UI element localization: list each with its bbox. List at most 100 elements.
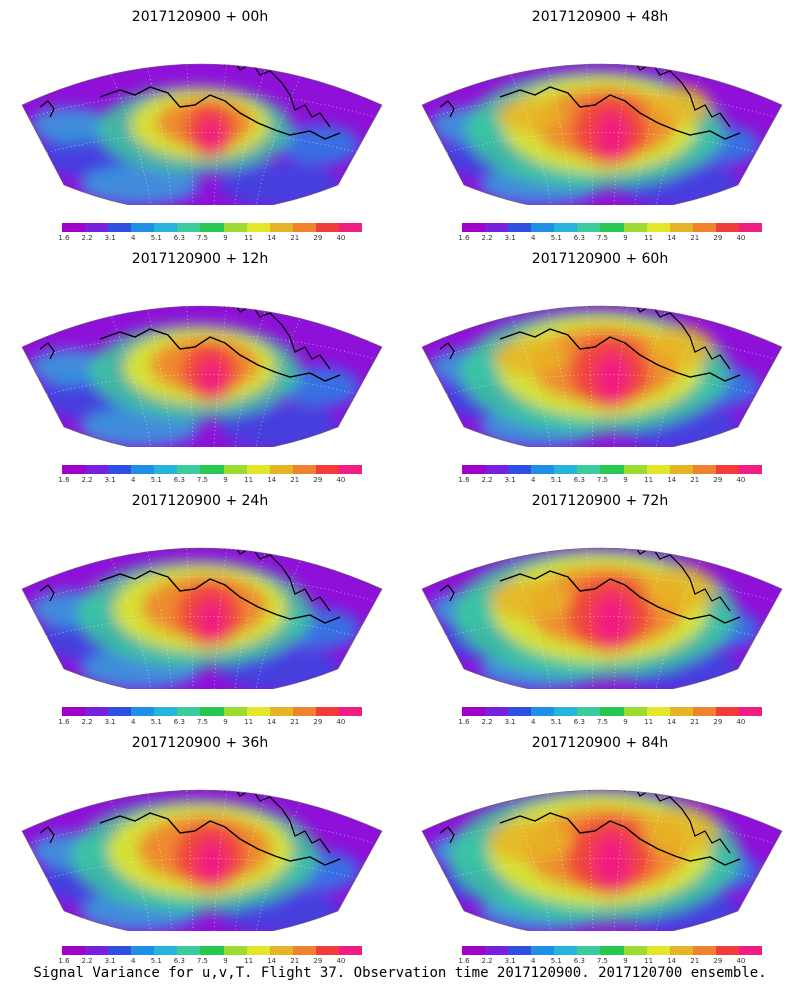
colorbar-swatch — [177, 707, 201, 716]
colorbar-swatch — [85, 223, 109, 232]
map-panel-72h — [421, 547, 783, 689]
colorbar-24h — [62, 707, 363, 716]
colorbar-swatch — [554, 223, 578, 232]
panel-title-12h: 2017120900 + 12h — [131, 251, 269, 267]
colorbar-label: 40 — [336, 957, 346, 965]
colorbar-swatch — [223, 465, 247, 474]
colorbar-labels-36h: 1.6 2.2 3.1 4 5.1 6.3 7.5 9 11 14 21 29 40 — [58, 957, 362, 966]
colorbar-label: 40 — [336, 718, 346, 726]
colorbar-swatch — [531, 707, 555, 716]
coastline — [439, 548, 741, 624]
colorbar-label: 1.6 — [58, 718, 70, 726]
colorbar-labels-12h: 1.6 2.2 3.1 4 5.1 6.3 7.5 9 11 14 21 29 40 — [58, 476, 362, 485]
colorbar-72h — [462, 707, 763, 716]
colorbar-swatch — [108, 707, 132, 716]
colorbar-swatch — [292, 707, 316, 716]
colorbar-swatch — [485, 707, 509, 716]
colorbar-label: 14 — [267, 476, 277, 484]
colorbar-swatch — [669, 707, 693, 716]
colorbar-swatch — [246, 223, 270, 232]
map-panel-48h — [421, 63, 783, 205]
colorbar-label: 40 — [736, 476, 746, 484]
colorbar-swatch — [200, 465, 224, 474]
coastline — [39, 64, 341, 140]
colorbar-label: 21 — [290, 476, 300, 484]
colorbar-swatch — [600, 465, 624, 474]
colorbar-swatch — [554, 707, 578, 716]
colorbar-swatch — [108, 465, 132, 474]
colorbar-label: 6.3 — [173, 957, 185, 965]
colorbar-swatch — [485, 223, 509, 232]
colorbar-swatch — [269, 223, 293, 232]
colorbar-swatch — [485, 946, 509, 955]
colorbar-label: 1.6 — [458, 234, 470, 242]
signal-field — [22, 306, 382, 447]
panel-title-48h: 2017120900 + 48h — [531, 9, 669, 25]
colorbar-swatch — [315, 223, 339, 232]
colorbar-label: 14 — [667, 718, 677, 726]
colorbar-label: 40 — [736, 234, 746, 242]
colorbar-swatch — [131, 946, 155, 955]
colorbar-swatch — [646, 223, 670, 232]
colorbar-swatch — [508, 465, 532, 474]
colorbar-label: 6.3 — [573, 476, 585, 484]
colorbar-label: 4 — [130, 476, 136, 484]
colorbar-swatch — [462, 946, 486, 955]
colorbar-swatch — [62, 946, 86, 955]
colorbar-swatch — [85, 707, 109, 716]
colorbar-label: 29 — [313, 234, 323, 242]
colorbar-swatch — [554, 946, 578, 955]
colorbar-labels-60h: 1.6 2.2 3.1 4 5.1 6.3 7.5 9 11 14 21 29 40 — [458, 476, 762, 485]
map-panel-60h — [421, 305, 783, 447]
colorbar-label: 2.2 — [481, 234, 493, 242]
colorbar-label: 40 — [736, 718, 746, 726]
colorbar-swatch — [715, 465, 739, 474]
colorbar-swatch — [577, 223, 601, 232]
domain-outline — [421, 547, 783, 689]
colorbar-swatch — [646, 946, 670, 955]
colorbar-label: 6.3 — [173, 718, 185, 726]
colorbar-swatch — [108, 946, 132, 955]
signal-field — [422, 306, 782, 447]
domain-outline — [21, 547, 383, 689]
colorbar-label: 21 — [690, 234, 700, 242]
colorbar-label: 11 — [644, 234, 654, 242]
colorbar-label: 2.2 — [81, 234, 93, 242]
colorbar-label: 2.2 — [81, 718, 93, 726]
colorbar-label: 7.5 — [596, 234, 609, 242]
colorbar-label: 1.6 — [458, 718, 470, 726]
colorbar-label: 29 — [313, 476, 323, 484]
colorbar-swatch — [131, 465, 155, 474]
colorbar-label: 4 — [130, 718, 136, 726]
colorbar-label: 4 — [530, 476, 536, 484]
colorbar-labels-24h: 1.6 2.2 3.1 4 5.1 6.3 7.5 9 11 14 21 29 40 — [58, 718, 362, 727]
colorbar-label: 4 — [130, 957, 136, 965]
colorbar-label: 14 — [667, 476, 677, 484]
colorbar-label: 3.1 — [104, 476, 116, 484]
colorbar-swatch — [623, 946, 647, 955]
colorbar-label: 5.1 — [150, 718, 162, 726]
colorbar-00h — [62, 223, 363, 232]
colorbar-swatch — [223, 946, 247, 955]
colorbar-swatch — [577, 946, 601, 955]
colorbar-label: 5.1 — [550, 234, 562, 242]
colorbar-swatch — [200, 946, 224, 955]
domain-outline — [421, 305, 783, 447]
colorbar-swatch — [131, 223, 155, 232]
signal-field — [422, 64, 782, 205]
colorbar-label: 2.2 — [481, 957, 493, 965]
colorbar-swatch — [485, 465, 509, 474]
colorbar-48h — [462, 223, 763, 232]
colorbar-label: 6.3 — [173, 234, 185, 242]
map-panel-00h — [21, 63, 383, 205]
colorbar-label: 3.1 — [504, 718, 516, 726]
colorbar-label: 21 — [290, 718, 300, 726]
colorbar-label: 4 — [530, 957, 536, 965]
colorbar-label: 11 — [644, 957, 654, 965]
colorbar-label: 4 — [130, 234, 136, 242]
coastline — [439, 306, 741, 382]
colorbar-swatch — [577, 707, 601, 716]
colorbar-label: 29 — [713, 718, 723, 726]
colorbar-swatch — [269, 946, 293, 955]
colorbar-label: 2.2 — [481, 718, 493, 726]
